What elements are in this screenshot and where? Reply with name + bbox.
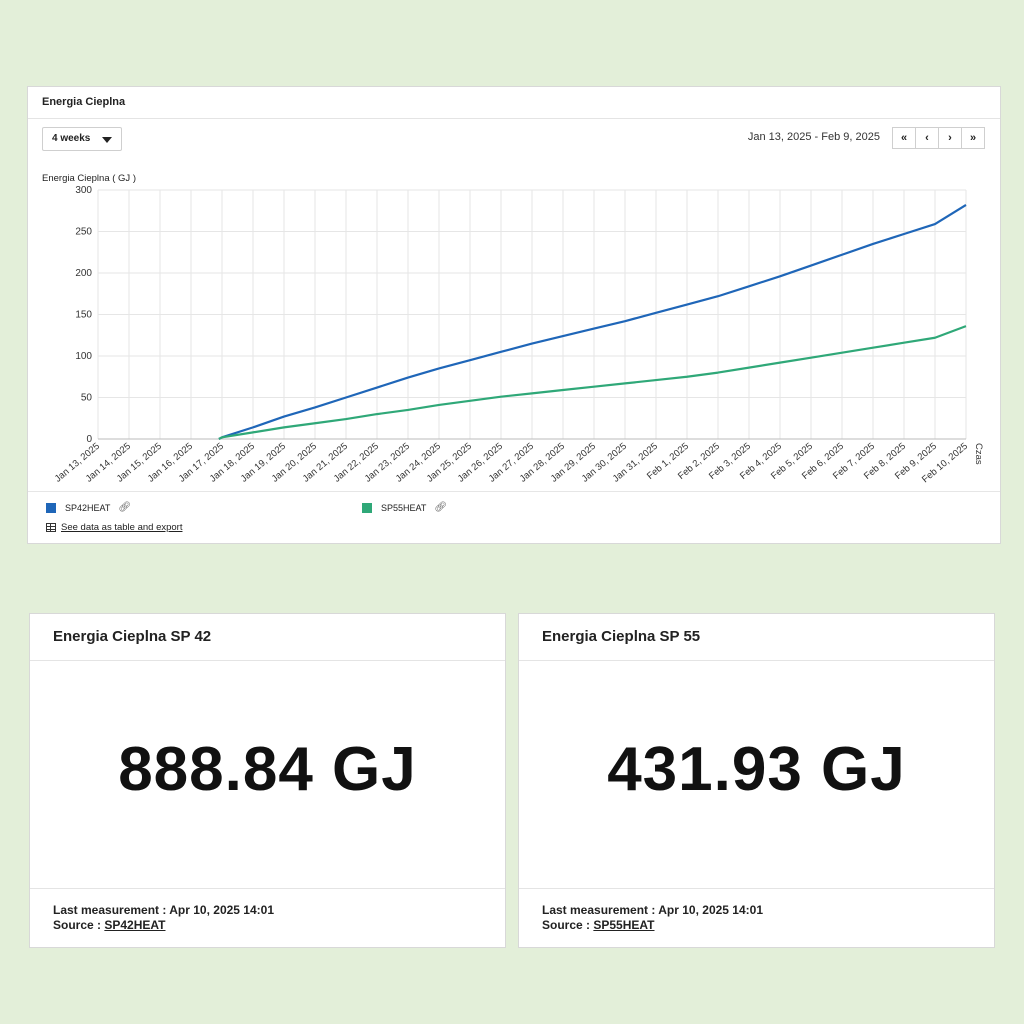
source-link[interactable]: SP42HEAT — [104, 918, 166, 932]
y-tick-label: 100 — [75, 351, 92, 362]
legend: SP42HEAT 🔗︎ SP55HEAT 🔗︎ See data as tabl… — [28, 491, 1000, 533]
y-tick-label: 50 — [81, 393, 93, 404]
nav-next-button[interactable]: › — [938, 127, 962, 149]
legend-item-sp55heat[interactable]: SP55HEAT 🔗︎ — [362, 502, 447, 513]
y-tick-label: 300 — [75, 185, 92, 196]
source-label: Source : — [542, 918, 594, 932]
line-chart: Energia Cieplna ( GJ ) 0 50 100 150 200 250 300… — [42, 173, 984, 485]
legend-label: SP55HEAT — [381, 502, 427, 513]
last-measurement: Last measurement : Apr 10, 2025 14:01 — [53, 903, 274, 917]
series-line-sp55heat — [218, 325, 967, 440]
y-tick-label: 150 — [75, 310, 92, 321]
export-link-label: See data as table and export — [61, 522, 183, 533]
x-axis-label: Czas — [973, 443, 984, 465]
card-sp42: Energia Cieplna SP 42 888.84 GJ Last mea… — [29, 613, 506, 948]
source-label: Source : — [53, 918, 105, 932]
card-footer: Last measurement : Apr 10, 2025 14:01 So… — [519, 888, 994, 948]
card-title: Energia Cieplna SP 55 — [519, 614, 994, 661]
y-tick-label: 250 — [75, 227, 92, 238]
series-line-sp42heat — [218, 204, 967, 440]
chart-panel: Energia Cieplna 4 weeks Jan 13, 2025 - F… — [27, 86, 1001, 544]
nav-first-button[interactable]: « — [892, 127, 916, 149]
source-line: Source : SP55HEAT — [542, 918, 994, 933]
period-select[interactable]: 4 weeks — [42, 127, 122, 151]
legend-swatch — [46, 502, 56, 513]
export-link[interactable]: See data as table and export — [46, 522, 182, 533]
date-nav: « ‹ › » — [892, 127, 985, 149]
table-icon — [46, 523, 56, 532]
y-tick-label: 0 — [86, 434, 92, 445]
panel-title: Energia Cieplna — [28, 87, 1000, 119]
card-footer: Last measurement : Apr 10, 2025 14:01 So… — [30, 888, 505, 948]
link-icon[interactable]: 🔗︎ — [118, 502, 132, 513]
legend-label: SP42HEAT — [65, 502, 111, 513]
source-link[interactable]: SP55HEAT — [593, 918, 655, 932]
card-title: Energia Cieplna SP 42 — [30, 614, 505, 661]
link-icon[interactable]: 🔗︎ — [434, 502, 448, 513]
nav-last-button[interactable]: » — [961, 127, 985, 149]
y-axis-label: Energia Cieplna ( GJ ) — [42, 173, 136, 184]
card-value: 431.93 GJ — [607, 735, 906, 804]
period-select-label: 4 weeks — [52, 133, 91, 144]
last-measurement: Last measurement : Apr 10, 2025 14:01 — [542, 903, 763, 917]
source-line: Source : SP42HEAT — [53, 918, 505, 933]
chevron-down-icon — [102, 137, 112, 143]
y-tick-label: 200 — [75, 268, 92, 279]
nav-prev-button[interactable]: ‹ — [915, 127, 939, 149]
card-value: 888.84 GJ — [118, 735, 417, 804]
legend-swatch — [362, 502, 372, 513]
card-sp55: Energia Cieplna SP 55 431.93 GJ Last mea… — [518, 613, 995, 948]
date-range: Jan 13, 2025 - Feb 9, 2025 — [747, 131, 880, 143]
legend-item-sp42heat[interactable]: SP42HEAT 🔗︎ — [46, 502, 131, 513]
